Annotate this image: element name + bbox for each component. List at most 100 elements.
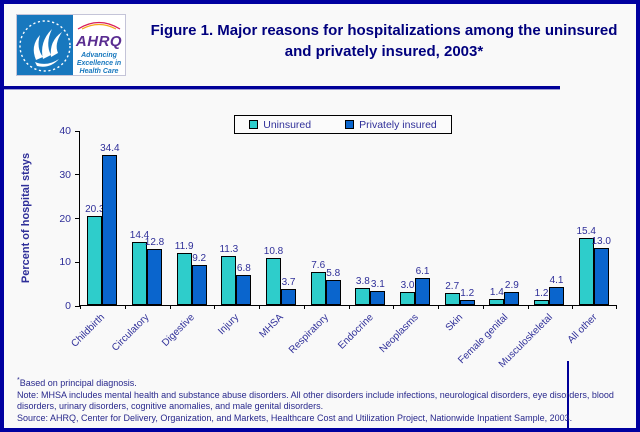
y-axis-tick xyxy=(75,218,80,219)
bar-uninsured xyxy=(444,293,460,305)
barwrap-privately-insured: 1.2 xyxy=(459,288,475,305)
bar-uninsured xyxy=(132,242,147,305)
legend-label: Privately insured xyxy=(359,118,437,131)
bar-value-label: 1.2 xyxy=(534,287,549,299)
bar-value-label: 13.0 xyxy=(591,236,611,248)
x-axis-category-label: Injury xyxy=(216,312,242,338)
figure-title: Figure 1. Major reasons for hospitalizat… xyxy=(150,22,618,60)
x-axis-category-label: MHSA xyxy=(257,312,287,341)
bar-uninsured xyxy=(266,257,282,305)
barwrap-privately-insured: 6.1 xyxy=(415,266,431,305)
x-axis-category-label: Neoplasms xyxy=(377,312,421,356)
bar-value-label: 15.4 xyxy=(576,225,596,237)
bar-value-label: 4.1 xyxy=(549,275,564,287)
bar-value-label: 2.9 xyxy=(504,280,519,292)
bar-privately-insured xyxy=(191,264,207,305)
y-axis-tick xyxy=(75,130,80,132)
x-axis-tick xyxy=(482,305,484,309)
barwrap-uninsured: 3.0 xyxy=(400,280,416,305)
category-group: 2.7 1.2 xyxy=(437,131,482,305)
barwrap-privately-insured: 5.8 xyxy=(325,268,341,305)
barwrap-uninsured: 2.7 xyxy=(444,281,460,305)
y-axis-tick xyxy=(75,261,80,263)
x-axis-tick xyxy=(616,305,617,309)
category-group: 14.4 12.8 xyxy=(125,131,170,305)
y-axis-tick xyxy=(75,305,80,307)
barwrap-uninsured: 11.9 xyxy=(175,241,194,305)
category-group: 1.4 2.9 xyxy=(482,131,527,305)
y-axis-tick xyxy=(75,174,80,176)
barwrap-privately-insured: 4.1 xyxy=(549,275,565,305)
category-group: 1.2 4.1 xyxy=(527,131,572,305)
barwrap-uninsured: 14.4 xyxy=(130,230,149,305)
bar-uninsured xyxy=(355,288,371,305)
x-axis-category-label: Endocrine xyxy=(336,312,376,352)
x-axis-category-label: Circulatory xyxy=(110,312,152,354)
y-axis-tick-label: 30 xyxy=(59,168,71,181)
bar-value-label: 34.4 xyxy=(100,142,120,154)
bar-privately-insured xyxy=(593,248,609,305)
barwrap-uninsured: 15.4 xyxy=(576,226,596,305)
bar-value-label: 7.6 xyxy=(311,259,326,271)
bar-value-label: 10.8 xyxy=(263,245,284,257)
x-axis-tick xyxy=(348,305,350,309)
barwrap-uninsured: 11.3 xyxy=(219,244,238,305)
footnotes: *Based on principal diagnosis. Note: MHS… xyxy=(17,375,617,424)
category-group: 15.4 13.0 xyxy=(571,131,616,305)
x-axis-category-label: Digestive xyxy=(159,312,197,349)
bar-privately-insured xyxy=(236,275,252,305)
barwrap-uninsured: 7.6 xyxy=(310,260,326,305)
bar-privately-insured xyxy=(102,154,118,305)
bar-uninsured xyxy=(534,299,550,305)
y-axis-tick-label: 40 xyxy=(59,125,71,137)
barwrap-uninsured: 1.4 xyxy=(489,287,505,305)
bar-privately-insured xyxy=(549,287,565,305)
ahrq-wordmark: AHRQ Advancing Excellence in Health Care xyxy=(73,15,125,75)
right-accent-line xyxy=(567,361,569,428)
category-group: 3.8 3.1 xyxy=(348,131,393,305)
category-group: 11.9 9.2 xyxy=(169,131,214,305)
footnote-principal-diagnosis: *Based on principal diagnosis. xyxy=(17,377,137,388)
barwrap-privately-insured: 34.4 xyxy=(100,143,120,305)
barwrap-uninsured: 3.8 xyxy=(355,276,371,305)
bar-uninsured xyxy=(221,255,237,305)
bar-value-label: 3.7 xyxy=(281,276,296,288)
bar-value-label: 12.8 xyxy=(144,237,165,248)
bar-uninsured xyxy=(87,216,103,305)
barwrap-uninsured: 1.2 xyxy=(534,288,550,305)
barwrap-privately-insured: 3.7 xyxy=(281,277,297,305)
x-axis-tick xyxy=(124,305,126,309)
hhs-seal xyxy=(17,15,73,75)
bar-privately-insured xyxy=(459,299,475,305)
bar-uninsured xyxy=(578,237,594,305)
category-group: 3.0 6.1 xyxy=(393,131,438,305)
bar-privately-insured xyxy=(281,288,297,305)
bar-value-label: 11.3 xyxy=(219,243,239,255)
plot-area: 0 10 20 30 40 20.3 34.4 Childbirth 14.4 12.8 Circu… xyxy=(59,125,617,370)
rainbow-arc-icon xyxy=(74,17,124,35)
legend-label: Uninsured xyxy=(263,118,312,131)
bar-value-label: 9.2 xyxy=(192,252,207,264)
category-group: 20.3 34.4 xyxy=(80,131,125,305)
x-axis-category-label: Skin xyxy=(443,312,466,334)
barwrap-privately-insured: 13.0 xyxy=(591,236,611,305)
bar-value-label: 3.1 xyxy=(370,279,385,291)
x-axis-tick xyxy=(169,305,171,309)
bar-value-label: 14.4 xyxy=(129,230,150,241)
barwrap-uninsured: 20.3 xyxy=(85,204,105,305)
bar-value-label: 1.4 xyxy=(489,286,504,298)
chart-legend: Uninsured Privately insured xyxy=(234,115,452,134)
ahrq-logo: AHRQ Advancing Excellence in Health Care xyxy=(16,14,126,76)
bar-privately-insured xyxy=(415,278,431,305)
privately-insured-swatch-icon xyxy=(345,120,355,129)
x-axis-tick xyxy=(259,305,260,309)
x-axis-tick xyxy=(303,305,305,309)
bar-value-label: 11.9 xyxy=(174,240,194,252)
bar-privately-insured xyxy=(370,291,386,305)
bar-uninsured xyxy=(176,252,192,305)
bar-value-label: 1.2 xyxy=(460,287,475,299)
bar-value-label: 5.8 xyxy=(326,267,341,279)
legend-item-uninsured: Uninsured xyxy=(249,119,311,131)
bar-uninsured xyxy=(400,291,416,305)
barwrap-privately-insured: 9.2 xyxy=(191,253,207,305)
